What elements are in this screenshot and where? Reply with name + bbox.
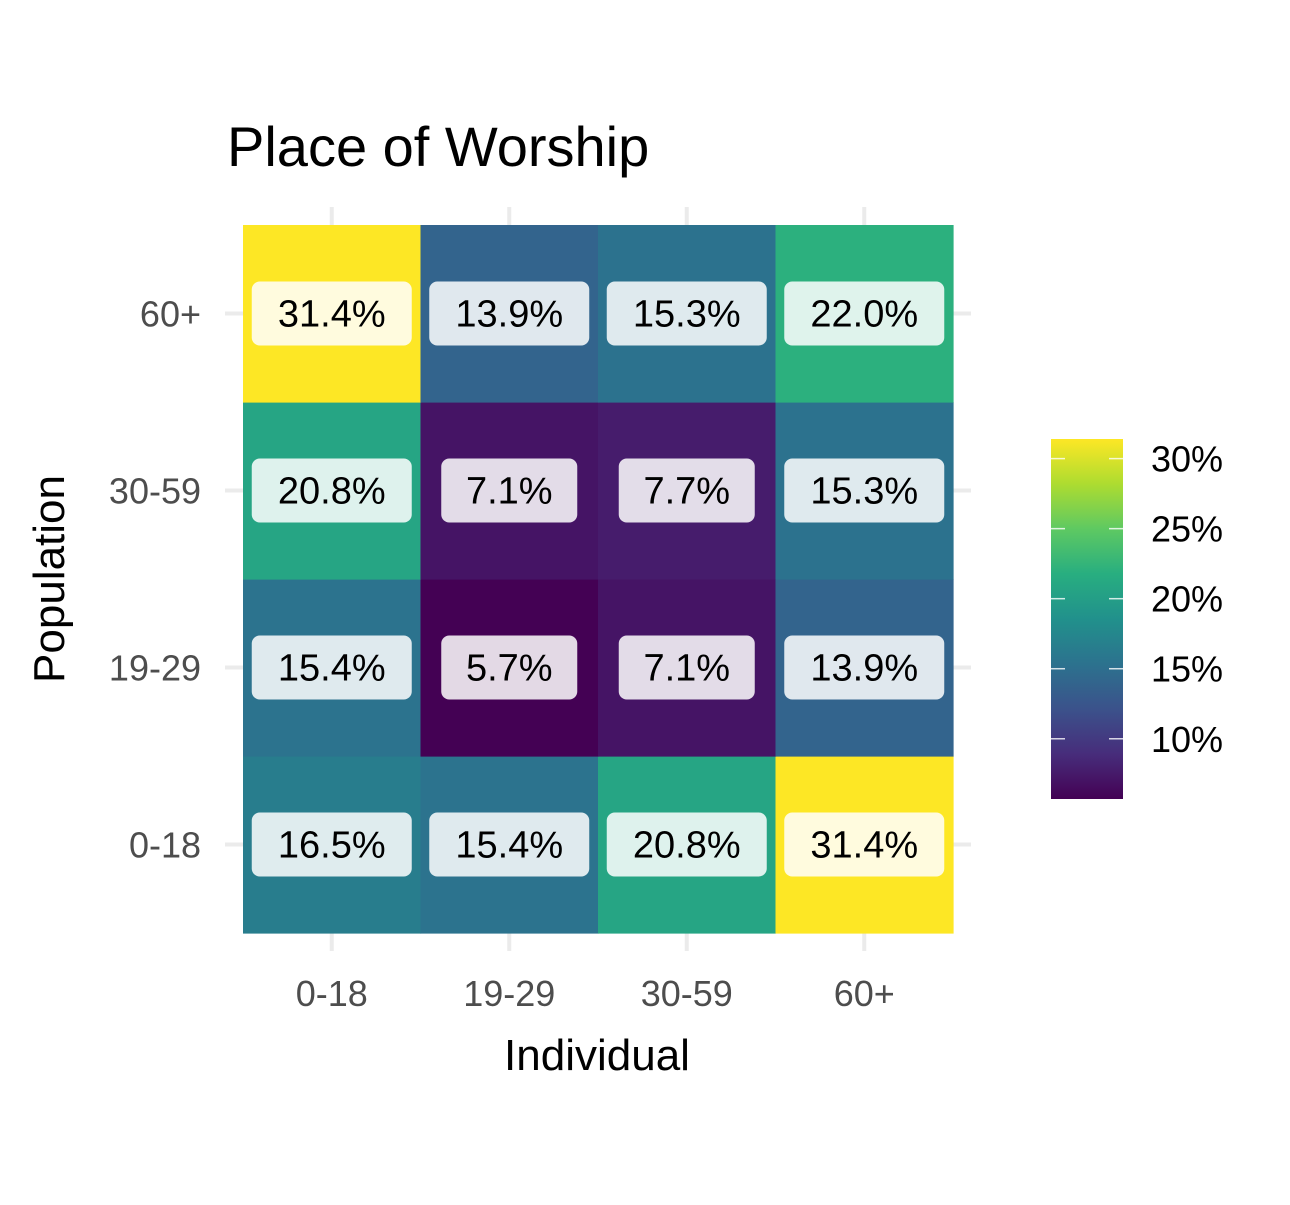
chart-title: Place of Worship [227,115,649,178]
cell-label-box [784,458,945,523]
cell-label: 7.1% [466,471,553,513]
y-tick-label: 30-59 [109,471,201,512]
cell-label: 7.7% [643,471,730,513]
y-tick-label: 60+ [140,294,201,335]
legend-label: 20% [1151,579,1223,620]
cell-label: 15.4% [278,648,386,690]
cell-label-box [441,458,578,523]
cell-label: 31.4% [810,825,918,867]
cell-label: 15.3% [633,294,741,336]
x-axis-title: Individual [504,1031,690,1080]
cell-label-box [429,812,590,877]
cell-label: 15.3% [810,471,918,513]
legend-label: 10% [1151,719,1223,760]
cell-label-box [784,812,945,877]
cell-label-box [618,635,755,700]
cell-label: 20.8% [633,825,741,867]
cell-label-box [784,635,945,700]
y-tick-label: 19-29 [109,648,201,689]
y-axis-title: Population [25,475,74,683]
x-tick-label: 0-18 [296,973,368,1014]
legend-label: 15% [1151,649,1223,690]
x-tick-label: 30-59 [641,973,733,1014]
cell-label-box [251,281,412,346]
cell-label: 7.1% [643,648,730,690]
cell-label: 13.9% [810,648,918,690]
cell-label: 13.9% [455,294,563,336]
cell-label-box [784,281,945,346]
cell-label-box [251,635,412,700]
cell-label-box [606,812,767,877]
cell-label-box [618,458,755,523]
y-tick-label: 0-18 [129,825,201,866]
legend-label: 25% [1151,509,1223,550]
legend-colorbar [1051,439,1123,799]
x-tick-label: 19-29 [463,973,555,1014]
cell-label: 20.8% [278,471,386,513]
legend-label: 30% [1151,439,1223,480]
color-legend: 10% 15% 20% 25% 30% [1051,439,1223,799]
cell-label: 5.7% [466,648,553,690]
cell-label: 22.0% [810,294,918,336]
cell-label-box [606,281,767,346]
cell-label-box [251,812,412,877]
cell-label: 15.4% [455,825,563,867]
axes: 0-18 19-29 30-59 60+ 0-18 19-29 30-59 60+ [109,294,895,1015]
cell-label-box [429,281,590,346]
x-tick-label: 60+ [834,973,895,1014]
cell-label-box [441,635,578,700]
cell-label: 16.5% [278,825,386,867]
cell-label: 31.4% [278,294,386,336]
cell-label-box [251,458,412,523]
cell-labels: 16.5% 15.4% 20.8% 31.4% 15.4% 5.7% 7.1% 13.9% 20… [251,281,945,877]
